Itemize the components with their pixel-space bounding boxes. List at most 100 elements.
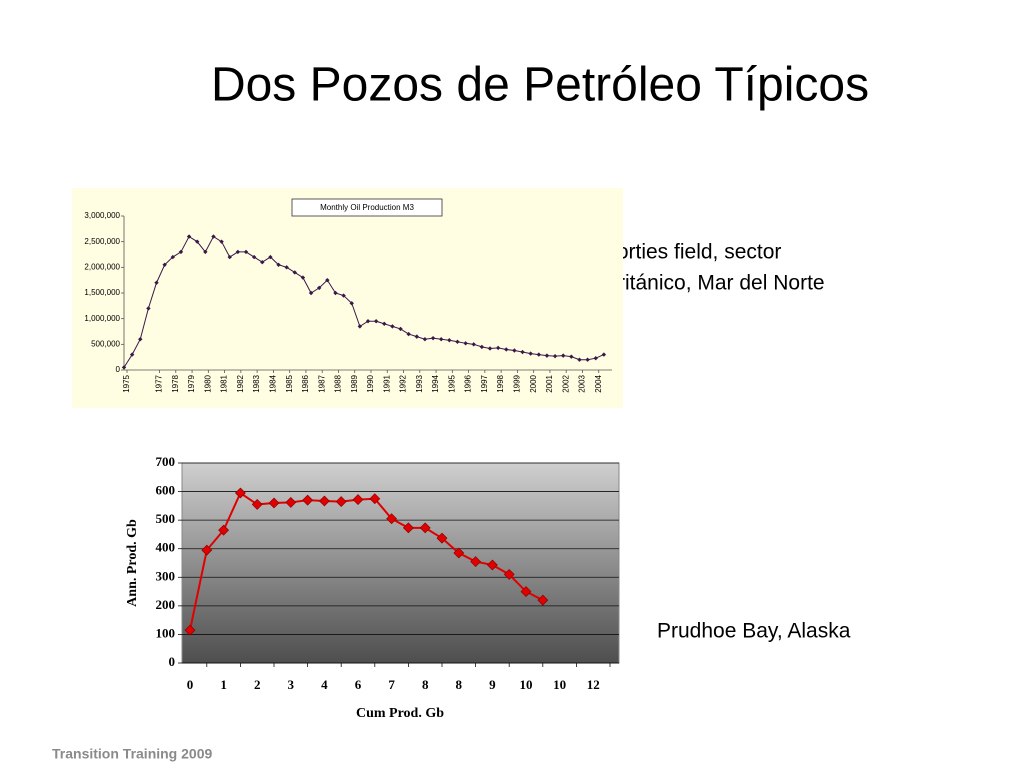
point [398, 326, 403, 332]
y-tick-label: 500,000 [91, 339, 120, 348]
point [419, 522, 431, 534]
x-tick-label: 4 [321, 677, 328, 692]
point [201, 544, 213, 556]
point [170, 254, 175, 260]
point [487, 346, 493, 351]
x-tick-label: 2002 [561, 374, 570, 392]
x-tick-label: 1997 [480, 374, 489, 392]
point [439, 337, 444, 342]
point [195, 239, 200, 244]
point [373, 319, 379, 324]
x-tick-label: 1994 [431, 374, 440, 392]
point [284, 265, 289, 270]
caption: Británico, Mar del Norte [604, 272, 825, 295]
point [154, 280, 159, 285]
x-tick-label: 1987 [317, 374, 326, 392]
x-tick-label: 1999 [513, 374, 522, 392]
point [601, 352, 607, 357]
point [234, 487, 246, 499]
x-tick-label: 6 [355, 677, 362, 692]
caption: Prudhoe Bay, Alaska [657, 620, 851, 643]
point [317, 285, 322, 291]
point [436, 532, 448, 544]
point [577, 357, 582, 362]
point [504, 347, 509, 352]
point [382, 321, 387, 326]
x-tick-label: 1983 [252, 374, 261, 392]
point [463, 341, 468, 346]
point [352, 494, 364, 505]
point [325, 277, 330, 283]
y-tick-label: 500 [156, 511, 176, 526]
point [335, 496, 347, 507]
point [243, 249, 249, 255]
point [260, 260, 265, 265]
x-tick-label: 1996 [464, 374, 473, 392]
chart-title: Monthly Oil Production M3 [320, 203, 414, 212]
y-tick-label: 200 [156, 597, 176, 612]
point [138, 337, 143, 342]
point [268, 254, 273, 260]
point [447, 338, 452, 343]
point [341, 293, 346, 298]
point [369, 493, 381, 505]
y-tick-label: 0 [169, 654, 176, 669]
x-tick-label: 8 [422, 677, 429, 692]
x-tick-label: 2004 [594, 374, 603, 392]
point [486, 559, 498, 571]
point [479, 344, 485, 350]
point [414, 334, 419, 339]
slide-title: Dos Pozos de Petróleo Típicos [211, 59, 869, 112]
x-tick-label: 1990 [366, 374, 375, 392]
y-tick-label: 700 [156, 454, 176, 469]
x-tick-label: 8 [456, 677, 463, 692]
point [211, 234, 216, 239]
point [227, 254, 232, 260]
x-axis-label: Cum Prod. Gb [356, 706, 444, 721]
y-tick-label: 300 [156, 568, 176, 583]
point [453, 547, 465, 559]
point [300, 275, 306, 280]
point [203, 249, 208, 255]
x-tick-label: 1993 [415, 374, 424, 392]
chart-title-box [291, 198, 443, 217]
point [219, 239, 224, 244]
x-tick-label: 1992 [399, 374, 408, 392]
point [302, 494, 314, 506]
point [386, 513, 398, 525]
point [365, 319, 371, 324]
point [402, 522, 414, 534]
point [276, 262, 281, 267]
y-tick-label: 2,500,000 [84, 237, 120, 246]
point [561, 353, 566, 358]
point [455, 339, 460, 344]
point [178, 249, 184, 255]
point [308, 290, 314, 296]
point [184, 624, 196, 636]
chart-1-background [72, 188, 623, 408]
point [552, 353, 558, 359]
x-tick-label: 2003 [578, 374, 587, 392]
x-tick-label: 1984 [269, 374, 278, 392]
point [470, 556, 482, 567]
point [537, 594, 549, 606]
y-tick-label: 400 [156, 540, 176, 555]
point [520, 586, 532, 597]
point [121, 365, 127, 370]
chart-2-plot [181, 462, 620, 664]
point [235, 249, 241, 255]
x-tick-label: 1985 [285, 374, 294, 392]
x-tick-label: 1986 [301, 374, 310, 392]
point [422, 337, 428, 342]
y-tick-label: 1,500,000 [84, 288, 120, 297]
x-tick-label: 1979 [187, 374, 196, 392]
y-tick-label: 0 [116, 365, 121, 374]
point [268, 497, 280, 509]
caption: Forties field, sector [604, 241, 781, 264]
point [285, 497, 297, 508]
point [349, 301, 354, 306]
x-tick-label: 10 [553, 677, 566, 692]
x-tick-label: 0 [187, 677, 194, 692]
point [569, 354, 574, 359]
point [186, 234, 192, 239]
